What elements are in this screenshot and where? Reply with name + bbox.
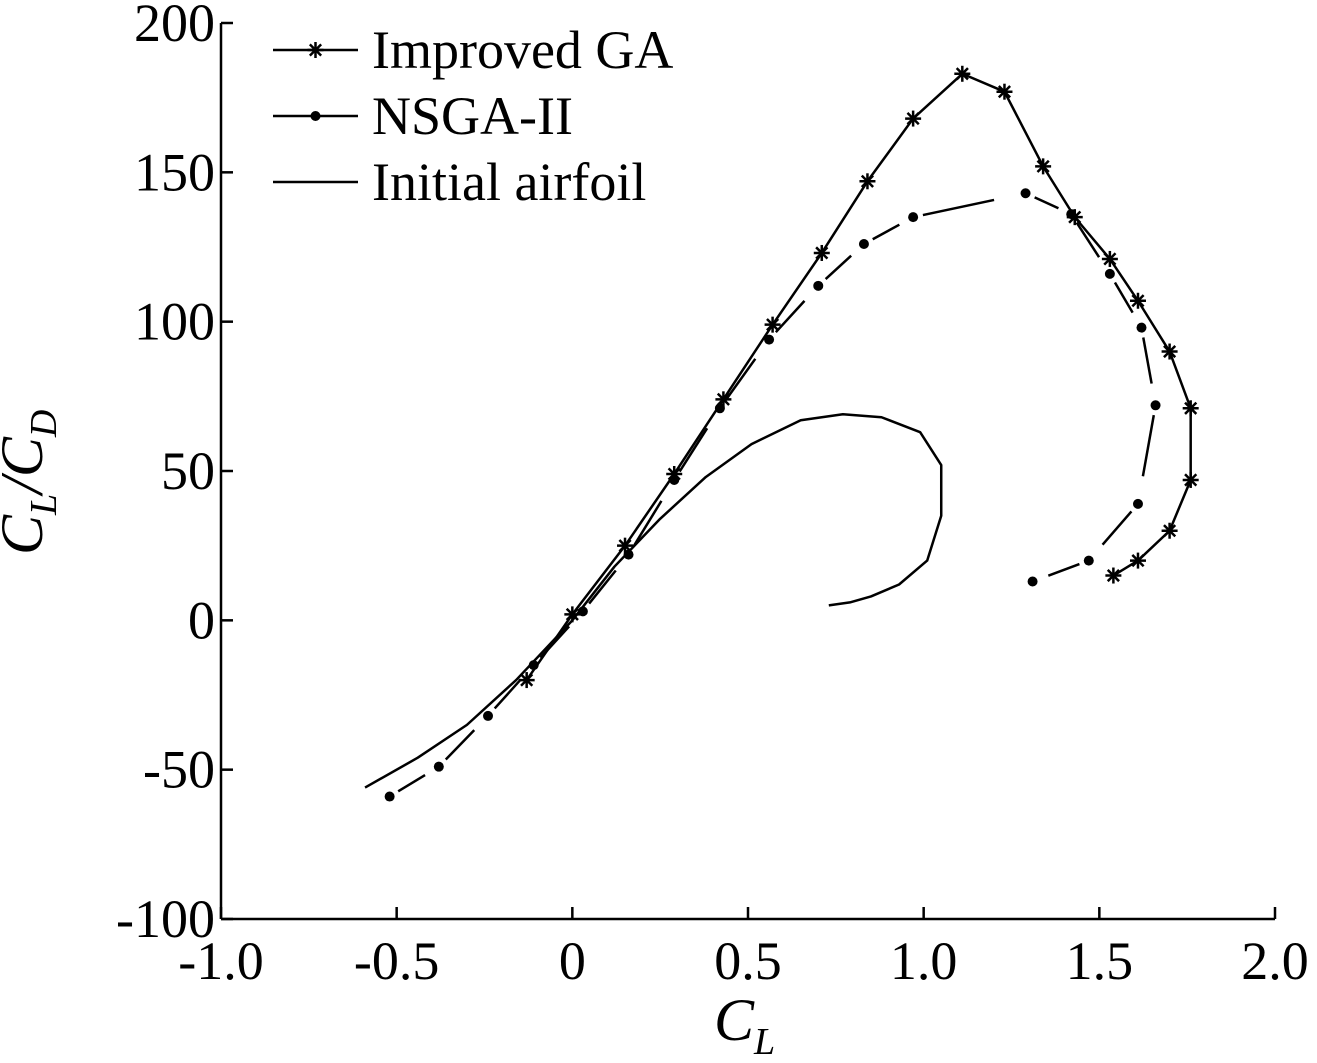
asterisk-marker xyxy=(1101,250,1118,267)
series-segment xyxy=(632,500,663,547)
series-segment xyxy=(872,223,900,241)
dot-marker xyxy=(433,761,444,772)
series-segment xyxy=(588,569,617,605)
x-tick-label: 1.0 xyxy=(890,931,958,991)
y-tick-label: 200 xyxy=(134,0,215,53)
series-segment xyxy=(724,358,757,401)
axes: -1.0 -0.5 0 0.5 1.0 1.5 2.0 -100 -50 0 50 100 150 200 xyxy=(116,0,1309,991)
dot-marker xyxy=(1104,268,1115,279)
dot-marker xyxy=(1150,400,1161,411)
legend-label: Initial airfoil xyxy=(372,152,646,212)
y-tick-label: 150 xyxy=(134,142,215,202)
asterisk-marker xyxy=(859,173,876,190)
dot-marker xyxy=(908,212,919,223)
legend-item: Initial airfoil xyxy=(273,152,646,212)
asterisk-marker xyxy=(905,110,922,127)
series-segment xyxy=(493,678,522,710)
dot-marker xyxy=(1083,555,1094,566)
x-tick-label: 0.5 xyxy=(714,931,782,991)
y-tick-label: 50 xyxy=(161,441,215,501)
asterisk-marker xyxy=(996,83,1013,100)
dot-marker xyxy=(764,334,775,345)
series-line xyxy=(364,413,943,789)
dot-marker xyxy=(858,239,869,250)
x-tick-label: -0.5 xyxy=(354,931,439,991)
dot-marker xyxy=(714,403,725,414)
y-tick-label: 100 xyxy=(134,292,215,352)
series-segment xyxy=(678,427,709,473)
series-0 xyxy=(518,65,1199,689)
y-tick-label: -50 xyxy=(143,740,215,800)
series-2 xyxy=(364,413,943,789)
series-segment xyxy=(1141,414,1156,477)
asterisk-marker xyxy=(813,244,830,261)
asterisk-marker xyxy=(1129,552,1146,569)
dot-marker xyxy=(384,791,395,802)
asterisk-marker xyxy=(307,42,324,58)
y-tick-label: -100 xyxy=(116,889,215,949)
series-segment xyxy=(1034,196,1059,210)
asterisk-marker xyxy=(954,65,971,82)
asterisk-marker xyxy=(764,316,781,333)
axis-titles: CL CL/CD xyxy=(0,410,775,1063)
dot-marker xyxy=(1066,209,1077,220)
series-segment xyxy=(1075,221,1101,258)
series-segment xyxy=(774,300,806,334)
legend-label: NSGA-II xyxy=(372,86,573,146)
dot-marker xyxy=(1132,498,1143,509)
x-tick-label: -1.0 xyxy=(178,931,263,991)
series-segment xyxy=(922,198,995,217)
dot-marker xyxy=(483,710,494,721)
series-segment xyxy=(444,729,476,761)
legend-item: NSGA-II xyxy=(273,86,573,146)
asterisk-marker xyxy=(1161,522,1178,539)
asterisk-marker xyxy=(715,391,732,408)
series-1 xyxy=(384,188,1161,802)
legend-item: Improved GA xyxy=(273,20,673,80)
series-segment xyxy=(397,773,426,793)
series-segment xyxy=(1142,337,1153,384)
x-tick-label: 0 xyxy=(559,931,586,991)
dot-marker xyxy=(813,280,824,291)
dot-marker xyxy=(310,111,321,121)
asterisk-marker xyxy=(1182,471,1199,488)
dot-marker xyxy=(623,549,634,560)
dot-marker xyxy=(1027,576,1038,587)
series-segment xyxy=(539,625,571,659)
asterisk-marker xyxy=(1182,400,1199,417)
series-layer xyxy=(364,65,1199,802)
asterisk-marker xyxy=(1035,158,1052,175)
dot-marker xyxy=(1136,322,1147,333)
series-segment xyxy=(824,254,852,280)
x-tick-label: 1.5 xyxy=(1066,931,1134,991)
legend-label: Improved GA xyxy=(372,20,673,80)
series-segment xyxy=(1047,562,1080,577)
x-axis-label: CL xyxy=(714,987,775,1063)
series-segment xyxy=(1101,510,1133,546)
y-axis-label: CL/CD xyxy=(0,410,65,555)
x-tick-label: 2.0 xyxy=(1241,931,1309,991)
dot-marker xyxy=(1020,188,1031,199)
asterisk-marker xyxy=(1129,292,1146,309)
dot-marker xyxy=(669,474,680,485)
asterisk-marker xyxy=(617,537,634,554)
asterisk-marker xyxy=(1161,343,1178,360)
series-segment xyxy=(1113,281,1134,314)
asterisk-marker xyxy=(1105,567,1122,584)
y-tick-label: 0 xyxy=(188,590,215,650)
